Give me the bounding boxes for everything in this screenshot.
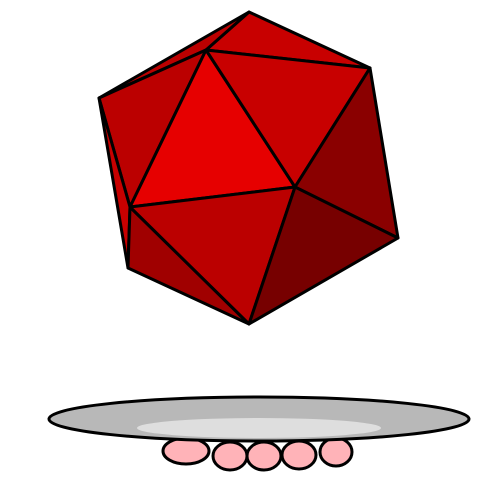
fingers — [161, 436, 354, 472]
finger-4 — [280, 439, 318, 471]
finger-1 — [161, 436, 211, 466]
ico-face-lower-right — [247, 185, 400, 326]
finger-5 — [318, 436, 354, 468]
icosahedron — [97, 10, 400, 326]
finger-3 — [245, 440, 283, 472]
tray — [47, 395, 471, 472]
tray-highlight — [137, 418, 381, 438]
finger-2 — [211, 440, 249, 472]
